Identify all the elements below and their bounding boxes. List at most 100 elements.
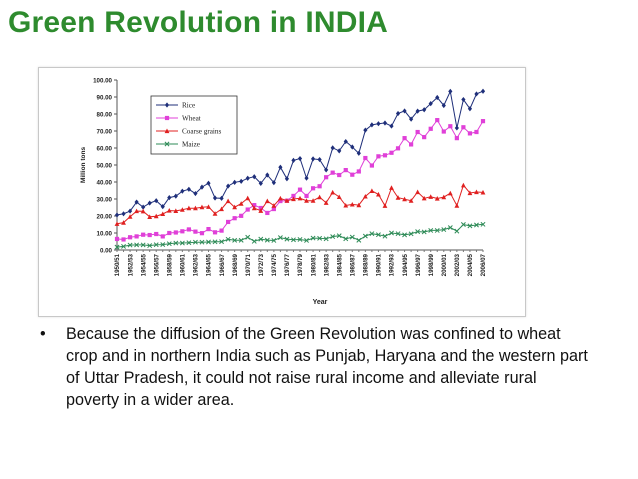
x-tick-label: 1984/85 <box>336 253 343 276</box>
data-point <box>179 240 185 246</box>
data-point <box>140 242 146 248</box>
data-point <box>160 242 166 248</box>
data-point <box>245 175 250 181</box>
data-point <box>343 138 348 145</box>
data-point <box>153 242 159 248</box>
data-point <box>212 230 218 235</box>
data-point <box>147 243 153 249</box>
data-point <box>147 214 153 219</box>
y-tick-label: 70.00 <box>97 129 113 136</box>
data-point <box>435 118 440 123</box>
data-point <box>167 195 172 201</box>
x-tick-label: 1980/81 <box>310 253 317 276</box>
data-point <box>134 234 139 239</box>
data-point <box>141 204 146 210</box>
data-point <box>461 125 466 130</box>
bullet-marker: • <box>40 325 46 343</box>
data-point <box>173 240 179 246</box>
data-point <box>186 205 192 211</box>
data-point <box>363 155 368 161</box>
data-point <box>147 232 152 238</box>
data-point <box>395 110 401 117</box>
data-point <box>369 188 375 193</box>
data-point <box>454 136 459 141</box>
series-maize <box>114 221 486 250</box>
data-point <box>310 156 316 162</box>
data-point <box>448 88 453 94</box>
data-point <box>179 207 185 212</box>
chart-axes: 0.00 10.00 20.00 30.00 40.00 50.00 60.00 70.00 8… <box>80 78 487 307</box>
data-point <box>297 195 303 201</box>
bullet-list: • Because the diffusion of the Green Rev… <box>30 323 590 411</box>
data-point <box>421 195 427 201</box>
x-tick-label: 1978/79 <box>297 253 304 276</box>
data-point <box>212 195 218 201</box>
y-tick-label: 30.00 <box>97 197 113 204</box>
data-point <box>193 190 198 197</box>
data-point <box>330 170 335 175</box>
x-tick-label: 1986/87 <box>349 253 356 276</box>
data-point <box>382 203 388 208</box>
y-tick-label: 0.00 <box>100 248 113 255</box>
data-point <box>480 189 486 195</box>
data-point <box>232 237 238 243</box>
data-point <box>362 193 368 199</box>
series-wheat <box>114 118 486 242</box>
data-point <box>317 194 323 200</box>
data-point <box>389 230 394 236</box>
x-tick-label: 1988/89 <box>363 253 370 276</box>
data-point <box>474 189 479 195</box>
data-point <box>225 236 231 242</box>
data-point <box>264 237 270 243</box>
data-point <box>441 194 447 200</box>
data-point <box>232 216 237 221</box>
data-point <box>141 232 146 237</box>
data-point <box>304 198 309 203</box>
data-point <box>330 145 335 151</box>
data-point <box>192 239 198 245</box>
data-point <box>395 231 401 237</box>
data-point <box>448 124 453 129</box>
data-point <box>356 202 362 208</box>
bullet-text: Because the diffusion of the Green Revol… <box>66 325 588 409</box>
data-point <box>317 184 322 189</box>
data-point <box>454 203 460 208</box>
series-coarse-grains <box>114 182 486 226</box>
data-point <box>160 211 166 217</box>
x-tick-label: 1982/83 <box>323 253 330 276</box>
data-point <box>304 238 309 243</box>
data-point <box>134 208 140 214</box>
data-point <box>206 239 211 245</box>
data-point <box>258 205 263 211</box>
data-point <box>304 175 309 181</box>
data-point <box>173 193 178 199</box>
data-point <box>460 182 466 188</box>
data-point <box>251 205 257 211</box>
chart-legend: Rice Wheat Coarse grains Maize <box>150 95 238 155</box>
data-point <box>284 236 290 242</box>
data-point <box>206 226 211 232</box>
data-point <box>389 185 394 190</box>
data-point <box>375 232 381 238</box>
data-point <box>402 136 407 141</box>
data-point <box>199 204 205 210</box>
data-point <box>232 204 238 210</box>
y-tick-label: 50.00 <box>97 163 113 170</box>
x-tick-label: 1950/51 <box>114 253 121 276</box>
data-point <box>343 168 348 173</box>
data-point <box>376 191 381 197</box>
data-point <box>245 195 251 201</box>
chart-frame: 0.00 10.00 20.00 30.00 40.00 50.00 60.00 70.00 8… <box>38 67 526 317</box>
y-tick-label: 10.00 <box>97 231 113 238</box>
x-tick-label: 1996/97 <box>415 253 422 276</box>
data-point <box>343 236 349 242</box>
data-point <box>415 129 420 135</box>
data-point <box>206 204 211 209</box>
data-point <box>474 129 479 135</box>
data-point <box>467 106 473 112</box>
data-point <box>382 153 388 158</box>
data-point <box>363 127 368 133</box>
data-point <box>180 229 185 234</box>
x-tick-label: 2002/03 <box>454 253 461 276</box>
data-point <box>127 208 133 214</box>
